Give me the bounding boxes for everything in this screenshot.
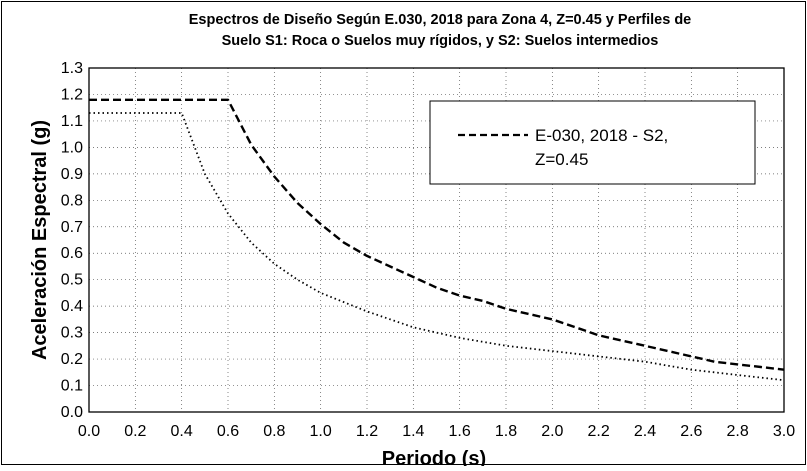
- x-tick-label: 2.6: [680, 423, 702, 440]
- x-tick-label: 2.8: [727, 423, 749, 440]
- series-line-s1-dotted: [89, 112, 785, 382]
- y-tick-label: 1.3: [61, 60, 83, 77]
- x-tick-label: 0.4: [171, 423, 193, 440]
- y-tick-label: 0.7: [61, 219, 83, 236]
- chart-subtitle: Suelo S1: Roca o Suelos muy rígidos, y S…: [222, 33, 659, 49]
- plot-area-border: [88, 67, 785, 413]
- y-tick-label: 0.2: [61, 351, 83, 368]
- x-tick-label: 2.4: [634, 423, 656, 440]
- x-tick-label: 1.2: [356, 423, 378, 440]
- x-tick-label: 0.0: [78, 423, 100, 440]
- series-line-s2-dashed: [89, 98, 785, 371]
- y-tick-label: 0.5: [61, 272, 83, 289]
- x-tick-label: 2.2: [588, 423, 610, 440]
- x-tick-labels: 0.0 0.2 0.4 0.6 0.8 1.0 1.2 1.4 1.6 1.8 2.0 2.2 2.4 2…: [78, 423, 795, 440]
- legend-label-s2-line2: Z=0.45: [535, 150, 588, 169]
- x-tick-label: 0.2: [124, 423, 146, 440]
- x-tick-label: 1.4: [402, 423, 424, 440]
- series-layer: [89, 98, 785, 382]
- x-tick-label: 0.8: [263, 423, 285, 440]
- y-tick-label: 0.1: [61, 378, 83, 395]
- x-tick-label: 1.8: [495, 423, 517, 440]
- grid-lines: [89, 68, 784, 412]
- y-tick-labels: 0.0 0.1 0.2 0.3 0.4 0.5 0.6 0.7 0.8 0.9 1.0 1.1 1.2 1…: [61, 60, 83, 421]
- legend: E-030, 2018 - S2, Z=0.45: [429, 100, 756, 185]
- legend-box: [429, 100, 756, 185]
- y-tick-label: 1.2: [61, 86, 83, 103]
- y-tick-label: 0.3: [61, 325, 83, 342]
- chart-title: Espectros de Diseño Según E.030, 2018 pa…: [189, 12, 692, 28]
- x-tick-label: 0.6: [217, 423, 239, 440]
- legend-label-s2-line1: E-030, 2018 - S2,: [535, 126, 668, 145]
- y-tick-label: 0.6: [61, 245, 83, 262]
- x-tick-label: 3.0: [773, 423, 795, 440]
- y-tick-label: 0.9: [61, 166, 83, 183]
- x-tick-label: 1.6: [449, 423, 471, 440]
- y-tick-label: 1.1: [61, 113, 83, 130]
- y-tick-label: 0.4: [61, 298, 83, 315]
- x-tick-label: 1.0: [310, 423, 332, 440]
- y-tick-label: 0.0: [61, 404, 83, 421]
- x-axis-label: Periodo (s): [382, 448, 486, 466]
- y-axis-label: Aceleración Espectral (g): [29, 120, 51, 360]
- y-tick-label: 0.8: [61, 192, 83, 209]
- x-tick-label: 2.0: [541, 423, 563, 440]
- y-tick-label: 1.0: [61, 139, 83, 156]
